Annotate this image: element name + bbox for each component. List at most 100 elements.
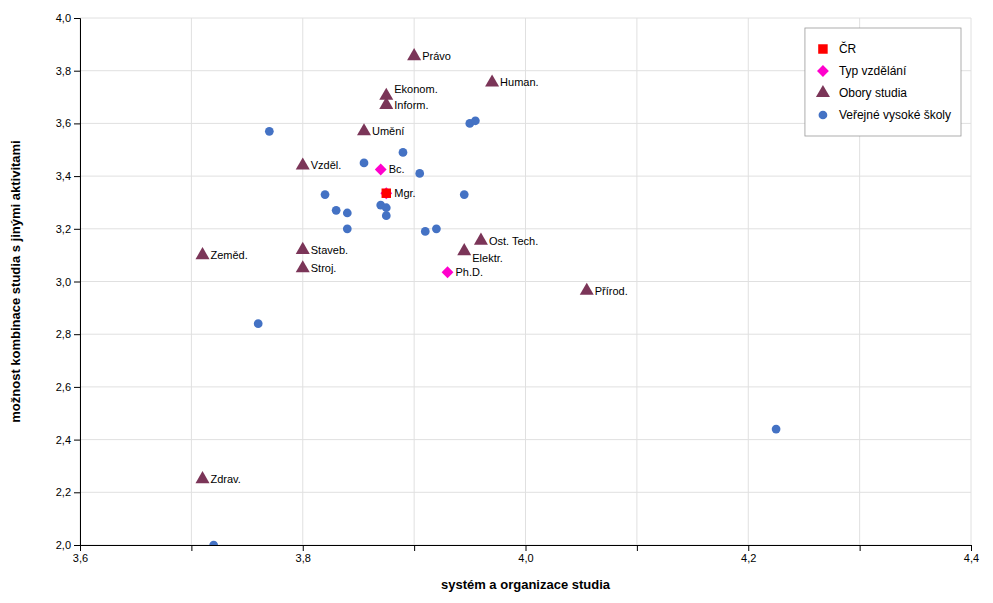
point — [296, 260, 310, 272]
point-label: Staveb. — [311, 244, 348, 256]
y-tick-label: 2,6 — [56, 381, 71, 393]
y-tick-label: 3,4 — [56, 170, 71, 182]
x-tick-mark — [860, 545, 861, 551]
y-tick-label: 2,2 — [56, 486, 71, 498]
legend: ČRTyp vzděláníObory studiaVeřejné vysoké… — [805, 28, 961, 136]
point — [343, 209, 352, 218]
y-tick: 2,6 — [56, 381, 80, 393]
point-label: Inform. — [394, 99, 428, 111]
x-axis-title: systém a organizace studia — [441, 577, 611, 592]
point — [457, 243, 471, 255]
point — [296, 242, 310, 254]
y-tick: 3,8 — [56, 65, 80, 77]
point — [379, 88, 393, 100]
point-label: Vzděl. — [311, 159, 342, 171]
y-axis-line — [74, 19, 81, 546]
legend-label: Typ vzdělání — [839, 64, 907, 78]
legend-label: Obory studia — [839, 86, 907, 100]
point-label: Mgr. — [394, 187, 415, 199]
x-tick: 4,0 — [518, 545, 533, 564]
y-tick-label: 4,0 — [56, 12, 71, 24]
y-tick: 3,6 — [56, 117, 80, 129]
y-tick-mark — [74, 492, 80, 493]
point — [407, 48, 421, 60]
x-tick-label: 3,6 — [73, 552, 88, 564]
point — [382, 211, 391, 220]
x-tick — [414, 545, 415, 551]
point — [421, 227, 430, 236]
y-tick-mark — [74, 229, 80, 230]
point — [485, 74, 499, 86]
point-label: Human. — [500, 76, 539, 88]
x-axis-line — [81, 546, 972, 552]
y-tick: 2,8 — [56, 328, 80, 340]
point — [357, 123, 371, 135]
point-labels: Zeměd.Zdrav.Stroj.Staveb.Vzděl.UměníInfo… — [211, 50, 628, 485]
point — [382, 188, 391, 197]
point — [380, 187, 392, 199]
marks — [196, 48, 781, 545]
y-tick: 3,4 — [56, 170, 80, 182]
point — [460, 190, 469, 199]
x-tick-mark — [748, 545, 749, 551]
y-tick-label: 3,8 — [56, 65, 71, 77]
point-label: Elektr. — [472, 252, 503, 264]
y-tick-label: 2,4 — [56, 434, 71, 446]
y-tick: 2,4 — [56, 434, 80, 446]
legend-swatch — [819, 111, 828, 120]
y-tick-label: 2,0 — [56, 539, 71, 551]
point — [382, 203, 391, 212]
legend-box — [805, 28, 961, 136]
x-tick: 3,8 — [296, 545, 311, 564]
grid-line-y — [80, 334, 971, 335]
point — [580, 283, 594, 295]
y-tick: 2,0 — [56, 539, 80, 551]
y-axis: 2,0 2,2 2,4 2,6 2,8 3,0 3,2 3,4 3,6 3,8 4,0 — [56, 12, 81, 551]
x-tick-mark — [971, 545, 972, 551]
point — [772, 425, 781, 434]
y-tick-mark — [74, 440, 80, 441]
y-tick-mark — [74, 176, 80, 177]
x-tick-mark — [414, 545, 415, 551]
legend-label: Veřejné vysoké školy — [839, 108, 951, 122]
grid-line-y — [80, 492, 971, 493]
y-tick: 4,0 — [56, 12, 80, 24]
y-tick-mark — [74, 282, 80, 283]
y-tick-label: 3,0 — [56, 276, 71, 288]
y-tick-mark — [74, 18, 80, 19]
x-tick-mark — [303, 545, 304, 551]
point-label: Stroj. — [311, 262, 337, 274]
y-tick: 2,2 — [56, 486, 80, 498]
y-axis-title: možnost kombinace studia s jinými aktivi… — [8, 140, 23, 422]
point — [321, 190, 330, 199]
x-tick-label: 4,2 — [741, 552, 756, 564]
point-label: Umění — [372, 125, 404, 137]
point — [375, 164, 387, 176]
point-label: Právo — [422, 50, 451, 62]
grid-line-y — [80, 439, 971, 440]
x-tick-label: 3,8 — [296, 552, 311, 564]
legend-swatch — [818, 44, 827, 53]
y-tick-mark — [74, 123, 80, 124]
point-label: Ph.D. — [456, 266, 484, 278]
x-tick — [637, 545, 638, 551]
grid-line-y — [80, 176, 971, 177]
y-tick-label: 2,8 — [56, 328, 71, 340]
point — [296, 157, 310, 169]
point — [209, 541, 218, 545]
point — [343, 224, 352, 233]
y-tick-mark — [74, 334, 80, 335]
x-tick-label: 4,0 — [518, 552, 533, 564]
point-label: Ost. Tech. — [489, 235, 538, 247]
point — [442, 266, 454, 278]
x-tick: 4,4 — [964, 545, 979, 564]
point-label: Přírod. — [595, 285, 628, 297]
y-tick-mark — [74, 545, 80, 546]
y-tick-mark — [74, 387, 80, 388]
grid-line-y — [80, 18, 971, 19]
y-tick-label: 3,6 — [56, 117, 71, 129]
y-tick-label: 3,2 — [56, 223, 71, 235]
y-tick-mark — [74, 71, 80, 72]
point-label: Zdrav. — [211, 473, 241, 485]
x-tick — [191, 545, 192, 551]
